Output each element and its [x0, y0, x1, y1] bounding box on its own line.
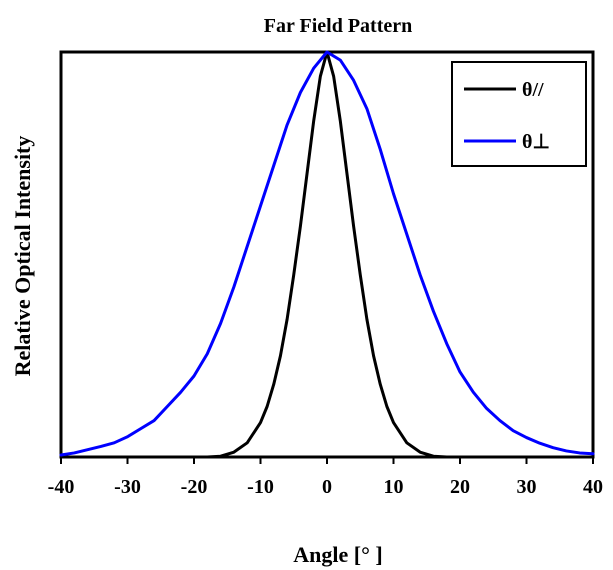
- x-tick-label: -10: [247, 476, 274, 498]
- x-tick-label: -30: [114, 476, 141, 498]
- legend-label-theta-perpendicular: θ⊥: [522, 131, 550, 153]
- x-tick-label: 0: [322, 476, 332, 498]
- series-line-theta-perpendicular: [59, 50, 595, 457]
- plot-layer: -40 -30 -20 -10 0 10 20 30 40 θ// θ⊥: [48, 50, 603, 498]
- x-tick-label: 20: [450, 476, 470, 498]
- x-tick-label: -20: [181, 476, 208, 498]
- chart-title: Far Field Pattern: [264, 15, 412, 37]
- x-tick-label: 30: [517, 476, 537, 498]
- legend-label-theta-parallel: θ//: [522, 79, 544, 101]
- x-tick-label: -40: [48, 476, 75, 498]
- legend-box: [451, 61, 587, 167]
- x-axis-label: Angle [° ]: [293, 542, 382, 567]
- x-tick-label: 10: [384, 476, 404, 498]
- y-axis-label: Relative Optical Intensity: [10, 136, 35, 377]
- x-tick-label: 40: [583, 476, 603, 498]
